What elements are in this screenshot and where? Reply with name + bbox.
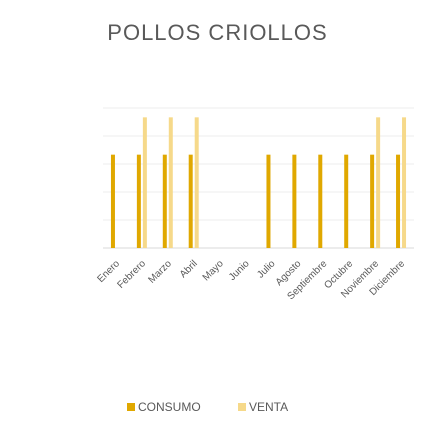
legend-label-venta: VENTA — [249, 400, 288, 414]
bar-consumo-agosto — [292, 154, 297, 248]
bar-venta-febrero — [142, 117, 147, 248]
bar-venta-marzo — [168, 117, 173, 248]
bar-consumo-febrero — [136, 154, 141, 248]
x-tick-label: Febrero — [115, 258, 148, 291]
legend-label-consumo: CONSUMO — [138, 400, 201, 414]
bar-venta-abril — [194, 117, 199, 248]
legend: CONSUMO VENTA — [127, 400, 288, 414]
bars — [110, 117, 407, 248]
x-tick-label: Abril — [178, 258, 200, 280]
x-tick-label: Mayo — [201, 258, 226, 283]
bar-venta-diciembre — [402, 117, 407, 248]
bar-consumo-julio — [266, 154, 271, 248]
bar-consumo-enero — [110, 154, 115, 248]
x-tick-label: Julio — [255, 258, 278, 281]
bar-consumo-abril — [188, 154, 193, 248]
x-tick-label: Junio — [227, 258, 252, 283]
x-tick-label: Marzo — [146, 258, 174, 286]
legend-swatch-consumo — [127, 403, 135, 411]
bar-consumo-septiembre — [318, 154, 323, 248]
chart-title: POLLOS CRIOLLOS — [107, 20, 327, 45]
bar-consumo-noviembre — [370, 154, 375, 248]
legend-swatch-venta — [238, 403, 246, 411]
bar-consumo-marzo — [162, 154, 167, 248]
bar-venta-noviembre — [376, 117, 381, 248]
gridlines — [103, 107, 414, 249]
bar-consumo-diciembre — [396, 154, 401, 248]
bar-consumo-octubre — [344, 154, 349, 248]
